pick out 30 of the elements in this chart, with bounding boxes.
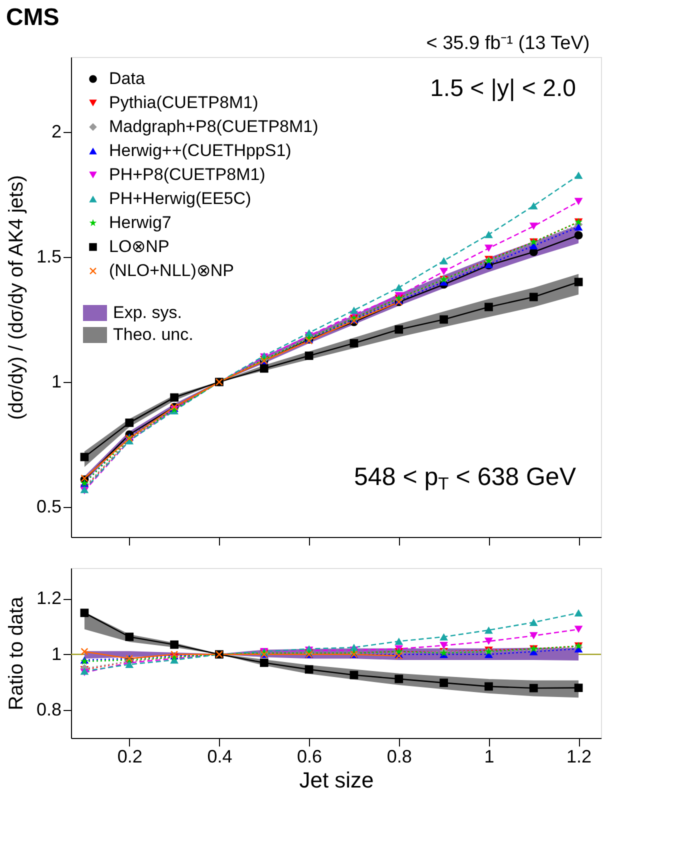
y-tick-label: 1.5: [36, 246, 62, 266]
legend-label: Madgraph+P8(CUETP8M1): [109, 117, 318, 136]
x-tick-label: 0.4: [207, 746, 232, 766]
x-axis-title: Jet size: [299, 768, 374, 792]
legend-label: Herwig++(CUETHppS1): [109, 141, 292, 160]
y-tick-label: 1: [51, 644, 62, 664]
legend-label: Herwig7: [109, 213, 172, 232]
y-tick-label: 0.8: [36, 700, 62, 720]
y-tick-label: 0.5: [36, 496, 62, 516]
y-tick-label: 1: [51, 372, 62, 392]
x-tick-label: 1.2: [566, 746, 592, 766]
chart-title: CMS: [6, 4, 60, 31]
x-tick-label: 0.2: [117, 746, 142, 766]
legend-label: Theo. unc.: [113, 325, 194, 344]
y-axis-title: Ratio to data: [5, 596, 28, 710]
legend-label: PH+P8(CUETP8M1): [109, 165, 266, 184]
y-tick-label: 1.2: [36, 588, 62, 608]
y-axis-title: (dσ/dy) / (dσ/dy of AK4 jets): [5, 175, 28, 420]
legend-label: Pythia(CUETP8M1): [109, 93, 258, 112]
x-tick-label: 0.6: [297, 746, 322, 766]
legend-label: PH+Herwig(EE5C): [109, 189, 252, 208]
text: < 35.9 fb⁻¹ (13 TeV): [426, 33, 590, 54]
y-tick-label: 2: [51, 122, 62, 142]
legend-label: LO⊗NP: [109, 237, 170, 256]
legend-label: Data: [109, 69, 146, 88]
legend-label: Exp. sys.: [113, 303, 182, 322]
annotation: 1.5 < |y| < 2.0: [430, 75, 576, 102]
legend-label: (NLO+NLL)⊗NP: [109, 261, 234, 280]
x-tick-label: 1: [484, 746, 494, 766]
x-tick-label: 0.8: [386, 746, 412, 766]
